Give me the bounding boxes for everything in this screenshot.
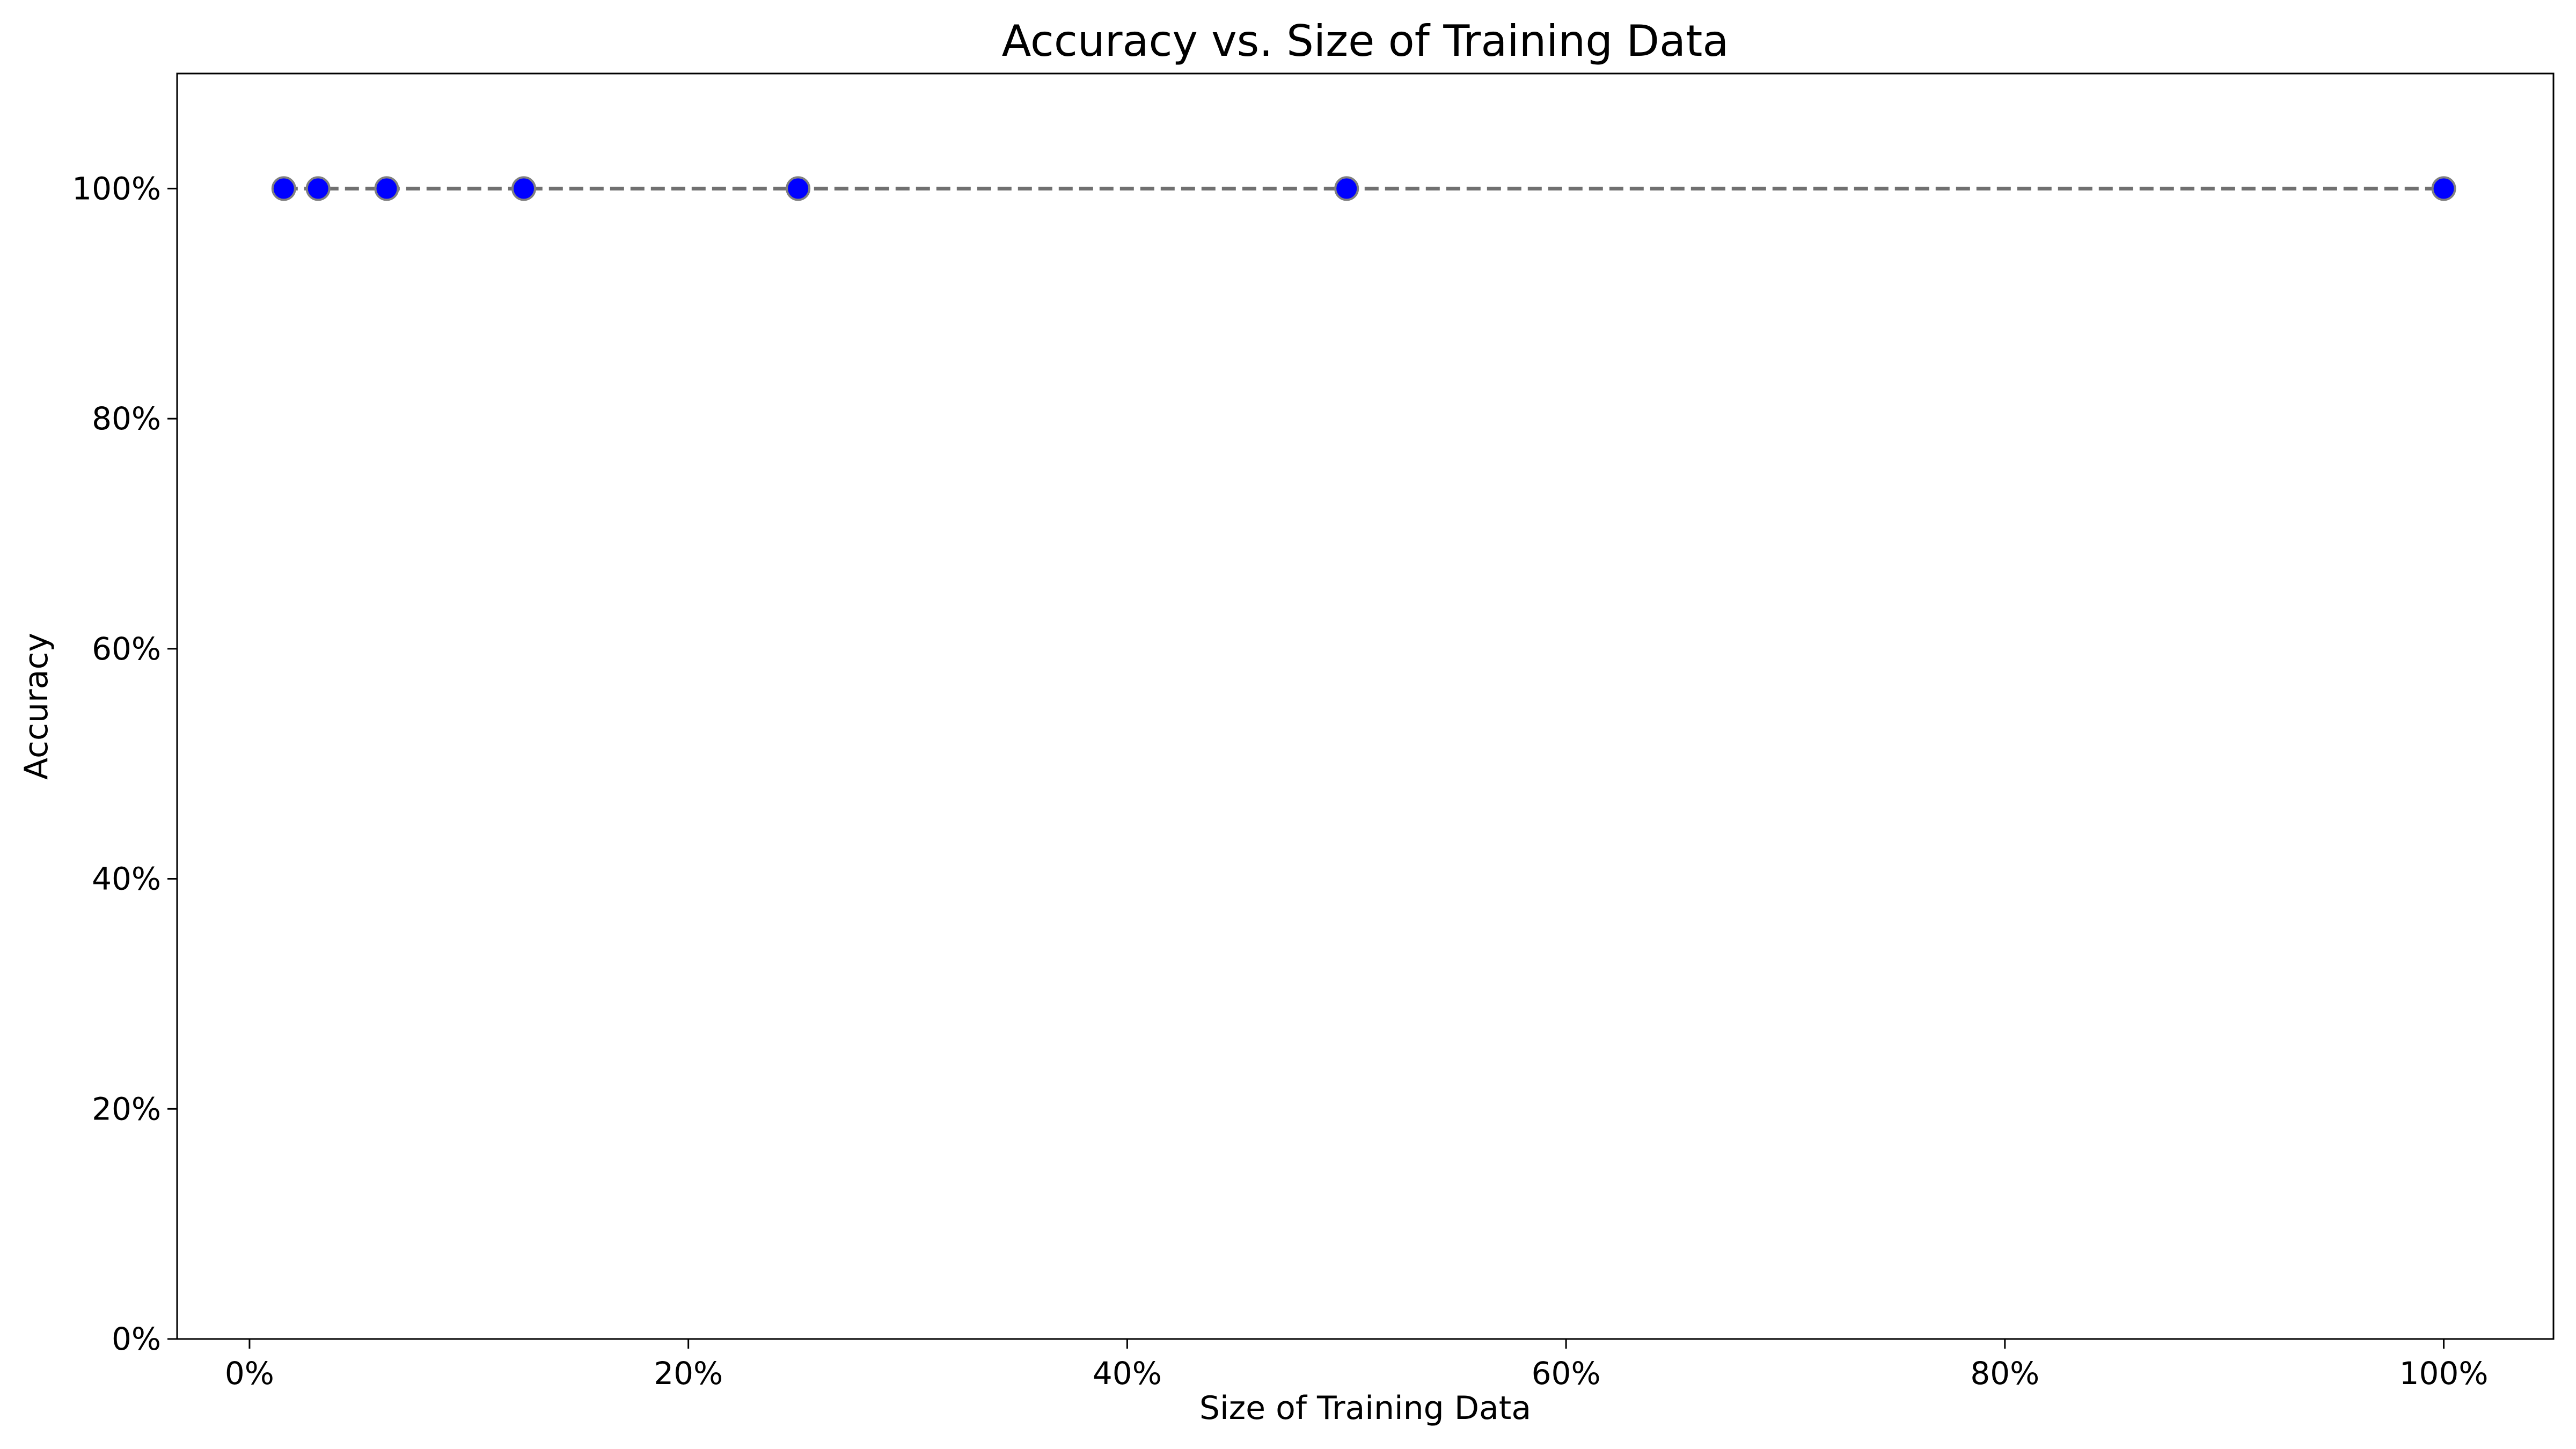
x-tick-label: 20%	[654, 1355, 723, 1392]
y-tick-label: 80%	[92, 400, 161, 437]
data-point	[305, 176, 331, 201]
x-tick-label: 80%	[1970, 1355, 2039, 1392]
y-axis-label: Accuracy	[18, 633, 55, 780]
y-tick-label: 0%	[112, 1321, 161, 1357]
x-tick-label: 0%	[225, 1355, 274, 1392]
x-tick-label: 60%	[1532, 1355, 1601, 1392]
y-tick-label: 60%	[92, 631, 161, 667]
y-tick-label: 40%	[92, 861, 161, 897]
chart-title: Accuracy vs. Size of Training Data	[1002, 16, 1729, 66]
y-tick-label: 100%	[72, 170, 161, 207]
data-point	[1334, 176, 1359, 201]
plot-area	[271, 176, 2456, 201]
x-axis-label: Size of Training Data	[1199, 1389, 1531, 1427]
data-point	[786, 176, 811, 201]
data-point	[271, 176, 296, 201]
y-tick-label: 20%	[92, 1091, 161, 1127]
data-point	[2431, 176, 2456, 201]
y-axis: 0% 20% 40% 60% 80% 100%	[72, 170, 177, 1357]
x-axis: 0% 20% 40% 60% 80% 100%	[225, 1339, 2489, 1392]
data-point	[511, 176, 536, 201]
x-tick-label: 100%	[2399, 1355, 2489, 1392]
plot-frame	[176, 72, 2555, 1340]
data-point	[374, 176, 399, 201]
x-tick-label: 40%	[1093, 1355, 1162, 1392]
